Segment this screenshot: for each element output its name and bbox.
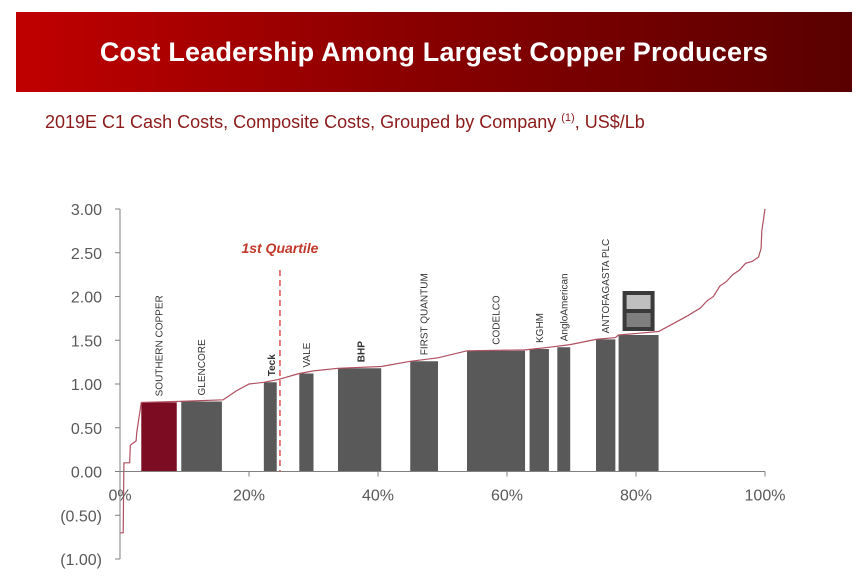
bar-2 — [263, 382, 277, 472]
cost-curve-line — [120, 208, 766, 534]
company-logo-text-7: KGHM — [535, 313, 546, 343]
company-logo-text-2: Teck — [267, 354, 278, 376]
chart-subtitle: 2019E C1 Cash Costs, Composite Costs, Gr… — [45, 112, 645, 133]
company-logo-4: BHP — [357, 341, 368, 362]
subtitle-footnote: (1) — [561, 112, 575, 124]
company-logo-text-3: VALE — [302, 342, 313, 367]
x-tick-label-3: 60% — [491, 488, 523, 505]
page-title: Cost Leadership Among Largest Copper Pro… — [99, 36, 769, 67]
company-logo-2: Teck — [267, 354, 278, 376]
bars-layer — [141, 335, 659, 472]
y-tick-label-1: 2.50 — [71, 246, 102, 263]
bar-1 — [181, 401, 222, 472]
y-tick-label-5: 0.50 — [71, 421, 102, 438]
x-tick-label-4: 80% — [620, 488, 652, 505]
company-logo-7: KGHM — [535, 313, 546, 343]
y-tick-label-8: (1.00) — [60, 552, 102, 569]
y-tick-label-2: 2.00 — [71, 290, 102, 307]
labels-layer: 3.00 2.50 2.00 1.50 1.00 0.50 0.00 (0.50) (1.00)… — [60, 202, 785, 569]
company-logo-text-5: FIRST QUANTUM — [420, 273, 431, 355]
quartile-label: 1st Quartile — [241, 240, 318, 256]
company-logo-text-1: GLENCORE — [197, 339, 208, 395]
y-tick-label-7: (0.50) — [60, 508, 102, 525]
company-logo-6: CODELCO — [492, 295, 503, 345]
curve-layer — [120, 208, 766, 534]
x-tick-label-0: 0% — [108, 488, 131, 505]
bar-5 — [410, 361, 438, 472]
bar-0 — [141, 402, 177, 472]
company-logo-0: SOUTHERN COPPER — [155, 295, 166, 396]
company-logo-10 — [622, 291, 655, 331]
company-logo-5: FIRST QUANTUM — [420, 273, 431, 355]
title-banner: Cost Leadership Among Largest Copper Pro… — [16, 12, 852, 92]
x-tick-label-2: 40% — [362, 488, 394, 505]
fm-logo-inner-2 — [626, 313, 651, 327]
company-logo-8: AngloAmerican — [559, 273, 570, 341]
subtitle-main: 2019E C1 Cash Costs, Composite Costs, Gr… — [45, 112, 562, 132]
bar-7 — [529, 349, 549, 472]
bar-6 — [467, 350, 526, 472]
axes-layer — [115, 208, 766, 560]
company-logo-1: GLENCORE — [197, 339, 208, 395]
fm-logo-inner — [626, 295, 651, 309]
company-logo-text-6: CODELCO — [492, 295, 503, 345]
company-logo-text-9: ANTOFAGASTA PLC — [601, 239, 612, 334]
x-tick-label-5: 100% — [745, 488, 786, 505]
company-logo-text-0: SOUTHERN COPPER — [155, 295, 166, 396]
x-tick-label-1: 20% — [233, 488, 265, 505]
y-tick-label-0: 3.00 — [71, 202, 102, 219]
y-tick-label-4: 1.00 — [71, 377, 102, 394]
bar-3 — [299, 373, 314, 472]
y-tick-label-3: 1.50 — [71, 333, 102, 350]
bar-9 — [596, 339, 616, 472]
company-logo-text-4: BHP — [357, 341, 368, 362]
y-tick-label-6: 0.00 — [71, 465, 102, 482]
company-logo-9: ANTOFAGASTA PLC — [601, 239, 612, 334]
company-logo-3: VALE — [302, 342, 313, 367]
company-logo-text-8: AngloAmerican — [559, 273, 570, 341]
bar-10 — [618, 335, 659, 472]
bar-8 — [557, 347, 571, 472]
bar-4 — [338, 368, 382, 472]
subtitle-units: , US$/Lb — [574, 112, 645, 132]
